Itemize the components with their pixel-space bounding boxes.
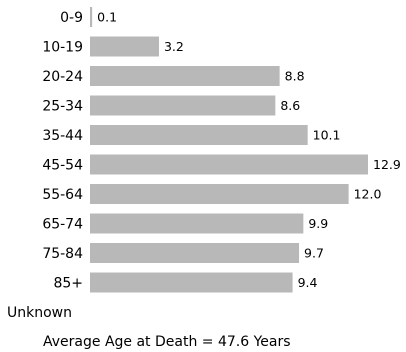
value-label-25-34: 8.6 xyxy=(280,98,300,113)
bar-0-9 xyxy=(90,7,93,27)
value-label-55-64: 12.0 xyxy=(354,187,382,202)
category-label-unknown: Unknown xyxy=(7,305,72,321)
value-label-85: 9.4 xyxy=(298,275,318,290)
category-label-45-54: 45-54 xyxy=(42,158,83,174)
value-label-75-84: 9.7 xyxy=(304,246,324,261)
average-age-note: Average Age at Death = 47.6 Years xyxy=(43,334,291,350)
category-label-25-34: 25-34 xyxy=(42,99,83,115)
bar-25-34 xyxy=(90,95,276,116)
category-label-35-44: 35-44 xyxy=(42,128,83,144)
value-label-35-44: 10.1 xyxy=(313,128,341,143)
value-label-65-74: 9.9 xyxy=(308,216,328,231)
category-label-65-74: 65-74 xyxy=(42,217,83,233)
category-labels: 0-9 10-19 20-24 25-34 35-44 45-54 55-64 65-74 75… xyxy=(7,10,83,321)
category-label-85: 85+ xyxy=(53,276,83,292)
bar-45-54 xyxy=(90,154,368,175)
category-label-0-9: 0-9 xyxy=(60,10,83,26)
category-label-55-64: 55-64 xyxy=(42,187,83,203)
bar-65-74 xyxy=(90,213,304,234)
bar-20-24 xyxy=(90,66,280,86)
bars xyxy=(90,7,368,293)
category-label-10-19: 10-19 xyxy=(42,40,83,56)
bar-10-19 xyxy=(90,36,159,57)
value-label-20-24: 8.8 xyxy=(285,69,305,84)
value-label-0-9: 0.1 xyxy=(97,10,117,25)
value-labels: 0.1 3.2 8.8 8.6 10.1 12.9 12.0 9.9 9.7 9.4 xyxy=(97,10,401,291)
category-label-20-24: 20-24 xyxy=(42,69,83,85)
bar-75-84 xyxy=(90,243,300,263)
value-label-10-19: 3.2 xyxy=(164,39,184,54)
category-label-75-84: 75-84 xyxy=(42,246,83,262)
bar-85 xyxy=(90,272,293,293)
value-label-45-54: 12.9 xyxy=(373,157,401,172)
bar-35-44 xyxy=(90,125,308,145)
bar-55-64 xyxy=(90,184,349,204)
